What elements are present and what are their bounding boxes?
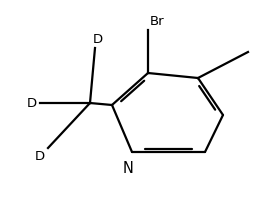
Text: D: D (93, 33, 103, 46)
Text: N: N (123, 161, 133, 176)
Text: D: D (27, 96, 37, 109)
Text: D: D (35, 150, 45, 163)
Text: Br: Br (149, 15, 164, 28)
